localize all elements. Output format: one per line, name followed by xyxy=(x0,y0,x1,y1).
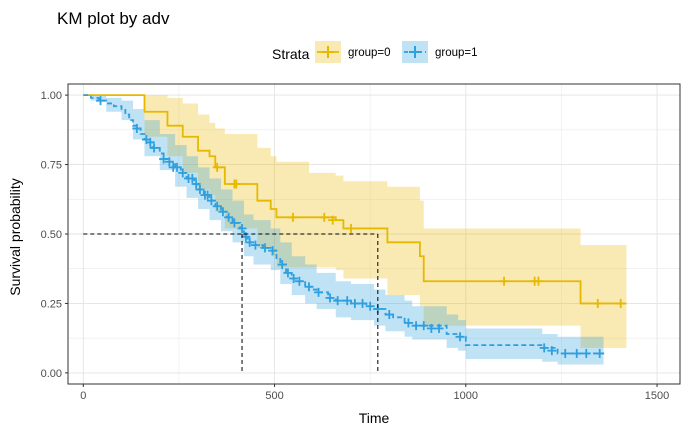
censor-mark xyxy=(314,287,324,297)
censor-mark xyxy=(268,246,278,256)
censor-mark xyxy=(304,282,314,292)
censor-mark xyxy=(132,123,142,133)
censor-mark xyxy=(250,240,260,250)
censor-mark xyxy=(203,190,213,200)
censor-mark xyxy=(178,168,188,178)
x-tick-label: 0 xyxy=(80,390,86,402)
censor-mark xyxy=(581,348,591,358)
censor-mark xyxy=(411,321,421,331)
x-axis-title: Time xyxy=(359,410,390,426)
censor-mark xyxy=(539,343,549,353)
x-tick-label: 500 xyxy=(265,390,283,402)
y-tick-label: 0.50 xyxy=(41,229,62,241)
censor-mark xyxy=(172,162,182,172)
censor-mark xyxy=(346,223,356,233)
survival-curve-group-0 xyxy=(83,94,627,305)
censor-mark xyxy=(358,298,368,308)
censor-mark xyxy=(342,296,352,306)
censor-mark xyxy=(455,332,465,342)
legend-key-group-0 xyxy=(315,41,341,63)
legend-label-group-0: group=0 xyxy=(348,47,391,59)
censor-mark xyxy=(288,212,298,222)
censor-mark xyxy=(283,268,293,278)
censor-mark xyxy=(237,223,247,233)
censor-mark xyxy=(294,276,304,286)
censor-mark xyxy=(499,276,509,286)
confidence-band-group-0 xyxy=(83,95,627,348)
censor-mark xyxy=(289,273,299,283)
censor-mark xyxy=(277,260,287,270)
censor-mark xyxy=(191,179,201,189)
y-axis-title: Survival probability xyxy=(7,178,23,296)
censor-mark xyxy=(434,323,444,333)
chart-title: KM plot by adv xyxy=(57,9,170,28)
censor-mark xyxy=(384,310,394,320)
censor-mark xyxy=(403,318,413,328)
censor-mark xyxy=(195,185,205,195)
plot-panel: 0 500 1000 1500 0.00 0.25 0.50 0.75 1.00 xyxy=(41,83,681,402)
y-tick-label: 0.00 xyxy=(41,368,62,380)
y-tick-label: 1.00 xyxy=(41,90,62,102)
y-tick-label: 0.25 xyxy=(41,298,62,310)
censor-mark xyxy=(328,215,338,225)
censor-mark xyxy=(149,143,159,153)
censor-mark xyxy=(426,323,436,333)
censor-mark xyxy=(206,196,216,206)
censor-mark xyxy=(350,298,360,308)
censor-mark xyxy=(145,137,155,147)
censor-mark xyxy=(547,346,557,356)
censor-mark xyxy=(245,237,255,247)
censor-mark xyxy=(164,157,174,167)
censor-mark xyxy=(96,96,106,106)
censor-mark xyxy=(159,154,169,164)
censor-mark xyxy=(187,173,197,183)
x-tick-label: 1000 xyxy=(454,390,478,402)
censor-mark xyxy=(319,212,329,222)
censor-mark xyxy=(212,201,222,211)
confidence-band-group-1 xyxy=(83,95,604,365)
censor-mark xyxy=(218,207,228,217)
censor-mark xyxy=(572,348,582,358)
censor-mark xyxy=(325,293,335,303)
censor-mark xyxy=(419,321,429,331)
censor-mark xyxy=(231,179,241,189)
censor-mark xyxy=(616,298,626,308)
legend-key-group-1 xyxy=(402,41,428,63)
censor-mark xyxy=(229,218,239,228)
censor-mark xyxy=(333,296,343,306)
censor-mark xyxy=(595,348,605,358)
censor-mark xyxy=(224,212,234,222)
censor-mark xyxy=(560,348,570,358)
x-tick-label: 1500 xyxy=(645,390,669,402)
censor-mark xyxy=(260,243,270,253)
y-tick-label: 0.75 xyxy=(41,160,62,172)
censor-mark xyxy=(593,298,603,308)
censor-mark xyxy=(533,276,543,286)
legend: Strata group=0 group=1 xyxy=(272,41,478,63)
censor-mark xyxy=(212,162,222,172)
censor-mark xyxy=(365,301,375,311)
legend-label-group-1: group=1 xyxy=(435,47,478,59)
legend-title: Strata xyxy=(272,46,310,62)
